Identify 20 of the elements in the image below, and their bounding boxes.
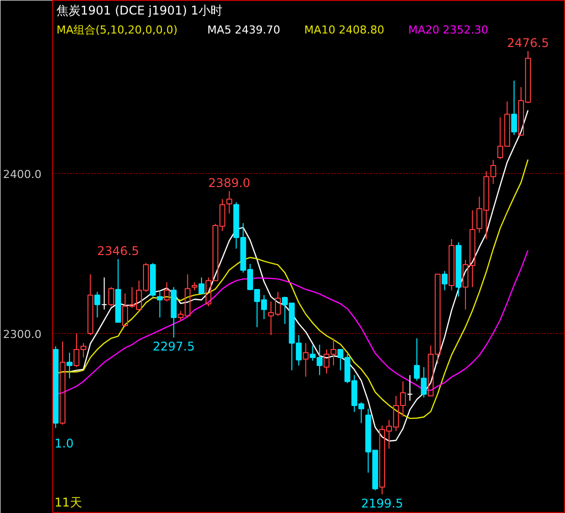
candlestick <box>448 238 455 291</box>
candlestick <box>101 276 108 310</box>
chart-title: 焦炭1901 (DCE j1901) 1小时 <box>56 4 223 18</box>
annotation: 2297.5 <box>152 339 195 354</box>
annotation: 11天 <box>54 496 82 510</box>
annotation: 2346.5 <box>97 244 140 258</box>
y-tick-label: 2300.0 <box>3 328 42 341</box>
text: MA5 2439.70 <box>207 24 280 36</box>
annotation: 1.0 <box>54 436 74 450</box>
candlestick <box>302 342 309 378</box>
text: MA组合(5,10,20,0,0,0) <box>56 24 178 36</box>
text: MA10 2408.80 <box>304 24 384 36</box>
candlestick <box>170 286 177 338</box>
annotation: 2389.0 <box>208 176 250 190</box>
candlestick <box>442 270 448 291</box>
y-tick-label: 2400.0 <box>3 168 42 181</box>
annotation: 2199.5 <box>361 496 404 510</box>
annotation: 2476.5 <box>506 36 549 50</box>
text: MA20 2352.30 <box>408 24 488 36</box>
candlestick <box>66 352 72 379</box>
